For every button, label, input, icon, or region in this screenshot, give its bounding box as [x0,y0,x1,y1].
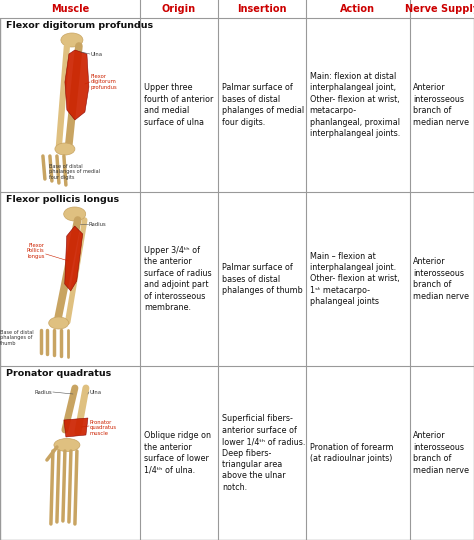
Polygon shape [64,418,88,437]
Bar [0,0,474,18]
Text: Anterior
interosseous
branch of
median nerve: Anterior interosseous branch of median n… [413,431,469,475]
Text: Insertion: Insertion [237,4,287,14]
Text: Anterior
interosseous
branch of
median nerve: Anterior interosseous branch of median n… [413,258,469,301]
Text: Superficial fibers-
anterior surface of
lower 1/4ᵗʰ of radius.
Deep fibers-
tria: Superficial fibers- anterior surface of … [222,414,305,492]
Text: Base of distal
phalanges of medial
four digits: Base of distal phalanges of medial four … [49,164,100,180]
Ellipse shape [61,33,83,47]
Text: Pronator quadratus: Pronator quadratus [6,369,111,379]
Text: Flexor digitorum profundus: Flexor digitorum profundus [6,22,153,30]
Ellipse shape [55,143,75,155]
Text: Pronator
quadratus
muscle: Pronator quadratus muscle [90,420,117,436]
Text: Action: Action [340,4,375,14]
Text: Main – flexion at
interphalangeal joint.
Other- flexion at wrist,
1ˢᵗ metacarpo-: Main – flexion at interphalangeal joint.… [310,252,400,306]
Text: Upper 3/4ᵗʰ of
the anterior
surface of radius
and adjoint part
of interosseous
m: Upper 3/4ᵗʰ of the anterior surface of r… [144,246,211,312]
Text: Muscle: Muscle [51,4,89,14]
Text: Flexor
Pollicis
longus: Flexor Pollicis longus [27,243,45,259]
Text: Nerve Supply: Nerve Supply [405,4,474,14]
Text: Anterior
interosseous
branch of
median nerve: Anterior interosseous branch of median n… [413,83,469,127]
Text: Radius: Radius [89,221,107,226]
Text: Palmar surface of
bases of distal
phalanges of medial
four digits.: Palmar surface of bases of distal phalan… [222,83,304,127]
Text: Upper three
fourth of anterior
and medial
surface of ulna: Upper three fourth of anterior and media… [144,83,213,127]
Polygon shape [65,50,89,120]
Text: Origin: Origin [162,4,196,14]
Text: Flexor
digitorum
profundus: Flexor digitorum profundus [91,74,118,90]
Polygon shape [65,226,82,291]
Text: Flexor pollicis longus: Flexor pollicis longus [6,195,119,205]
Text: Palmar surface of
bases of distal
phalanges of thumb: Palmar surface of bases of distal phalan… [222,263,303,295]
Text: Pronation of forearm
(at radioulnar joints): Pronation of forearm (at radioulnar join… [310,443,393,463]
Text: Ulna: Ulna [90,389,102,395]
Ellipse shape [64,207,86,221]
Text: Ulna: Ulna [91,51,103,57]
Text: Main: flexion at distal
interphalangeal joint,
Other- flexion at wrist,
metacarp: Main: flexion at distal interphalangeal … [310,72,400,138]
Ellipse shape [54,438,80,451]
Text: Oblique ridge on
the anterior
surface of lower
1/4ᵗʰ of ulna.: Oblique ridge on the anterior surface of… [144,431,211,475]
Text: Base of distal
phalanges of
thumb: Base of distal phalanges of thumb [0,330,34,346]
Ellipse shape [49,317,69,329]
Text: Radius: Radius [34,389,52,395]
